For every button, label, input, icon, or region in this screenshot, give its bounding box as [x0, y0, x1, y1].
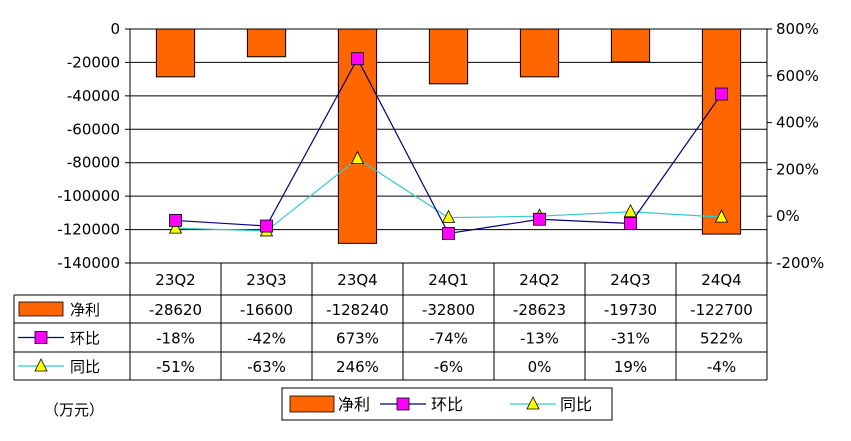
- right-tick-label: 0%: [776, 207, 800, 225]
- category-label-24Q4: 24Q4: [701, 271, 741, 289]
- data-table: 23Q2 23Q3 23Q4 24Q1 24Q2 24Q3 24Q4 净利 -28620 -166…: [13, 262, 768, 381]
- right-tick-label: -200%: [776, 254, 824, 272]
- bar-23Q2: [155, 28, 196, 78]
- left-axis-ticks: 0 -20000 -40000 -60000 -80000 -100000 -120000 -…: [57, 20, 130, 272]
- line-series: [168, 52, 729, 240]
- table-cell-yoy-23Q3: -63%: [247, 358, 286, 376]
- qoq-point-23Q4: [351, 52, 364, 66]
- legend-key-yoy-marker: [526, 396, 540, 410]
- left-tick-label: -20000: [67, 53, 120, 71]
- axes: [129, 29, 768, 263]
- table-cell-qoq-23Q4: 673%: [336, 330, 379, 348]
- yoy-point-24Q3: [623, 203, 638, 218]
- yoy-point-24Q4: [714, 209, 729, 223]
- right-tick-label: 800%: [776, 20, 819, 38]
- left-tick-label: -40000: [67, 87, 120, 105]
- bar-24Q4: [701, 28, 742, 235]
- table-cell-net-profit-24Q2: -28623: [513, 301, 566, 319]
- category-label-23Q3: 23Q3: [246, 271, 286, 289]
- unit-label: （万元）: [44, 401, 104, 419]
- yoy-point-23Q2: [168, 220, 183, 234]
- legend-label-net-profit: 净利: [338, 395, 370, 414]
- table-row-label-net-profit: 净利: [70, 301, 100, 319]
- legend-box: [281, 387, 613, 421]
- table-cell-qoq-23Q3: -42%: [247, 330, 286, 348]
- right-tick-label: 400%: [776, 114, 819, 132]
- table-key-marker-qoq: [34, 331, 48, 344]
- table-cell-yoy-23Q4: 246%: [336, 358, 379, 376]
- left-tick-label: -120000: [57, 221, 120, 239]
- table-cell-yoy-24Q1: -6%: [434, 358, 463, 376]
- right-tick-label: 200%: [776, 160, 819, 178]
- category-label-24Q3: 24Q3: [610, 271, 650, 289]
- table-cell-net-profit-24Q1: -32800: [422, 301, 475, 319]
- category-label-23Q4: 23Q4: [337, 271, 377, 289]
- qoq-point-24Q2: [533, 212, 546, 226]
- yoy-point-24Q1: [441, 209, 456, 224]
- table-cell-net-profit-24Q4: -122700: [690, 301, 753, 319]
- table-cell-net-profit-23Q2: -28620: [149, 301, 202, 319]
- left-tick-label: -140000: [57, 254, 120, 272]
- bar-24Q2: [519, 28, 560, 78]
- legend-key-net-profit: [289, 395, 335, 413]
- table-key-net-profit: [18, 301, 64, 317]
- category-label-24Q2: 24Q2: [519, 271, 559, 289]
- legend-key-qoq-marker: [396, 397, 410, 411]
- table-key-marker-yoy: [34, 358, 48, 372]
- table-cell-net-profit-23Q3: -16600: [240, 301, 293, 319]
- legend-label-yoy: 同比: [560, 395, 592, 414]
- qoq-point-24Q1: [442, 227, 455, 240]
- table-cell-net-profit-23Q4: -128240: [326, 301, 389, 319]
- bar-24Q3: [610, 28, 651, 63]
- right-axis-ticks: 800% 600% 400% 200% 0% -200%: [767, 20, 824, 272]
- bar-series-net-profit: [155, 28, 742, 244]
- table-row-label-qoq: 环比: [70, 330, 100, 348]
- qoq-line: [175, 57, 722, 235]
- table-cell-yoy-24Q3: 19%: [614, 358, 647, 376]
- left-tick-label: -80000: [67, 154, 120, 172]
- table-cell-qoq-24Q3: -31%: [611, 330, 650, 348]
- qoq-point-23Q3: [260, 219, 273, 233]
- category-label-24Q1: 24Q1: [428, 271, 468, 289]
- table-cell-net-profit-24Q3: -19730: [604, 301, 657, 319]
- legend: 净利 环比 同比: [281, 387, 613, 421]
- table-cell-qoq-23Q2: -18%: [156, 330, 195, 348]
- yoy-point-23Q4: [350, 150, 365, 165]
- left-tick-label: -100000: [57, 187, 120, 205]
- qoq-point-24Q4: [715, 87, 728, 101]
- table-cell-yoy-24Q4: -4%: [707, 358, 736, 376]
- table-cell-qoq-24Q4: 522%: [700, 330, 743, 348]
- table-cell-yoy-24Q2: 0%: [528, 358, 552, 376]
- legend-label-qoq: 环比: [431, 395, 463, 414]
- right-tick-label: 600%: [776, 67, 819, 85]
- bar-23Q3: [246, 28, 287, 58]
- table-cell-qoq-24Q1: -74%: [429, 330, 468, 348]
- bar-24Q1: [428, 28, 469, 85]
- left-tick-label: 0: [110, 20, 120, 38]
- category-label-23Q2: 23Q2: [155, 271, 195, 289]
- table-row-label-yoy: 同比: [70, 358, 100, 376]
- left-tick-label: -60000: [67, 120, 120, 138]
- table-cell-qoq-24Q2: -13%: [520, 330, 559, 348]
- qoq-point-24Q3: [624, 217, 637, 230]
- table-cell-yoy-23Q2: -51%: [156, 358, 195, 376]
- qoq-point-23Q2: [169, 214, 182, 227]
